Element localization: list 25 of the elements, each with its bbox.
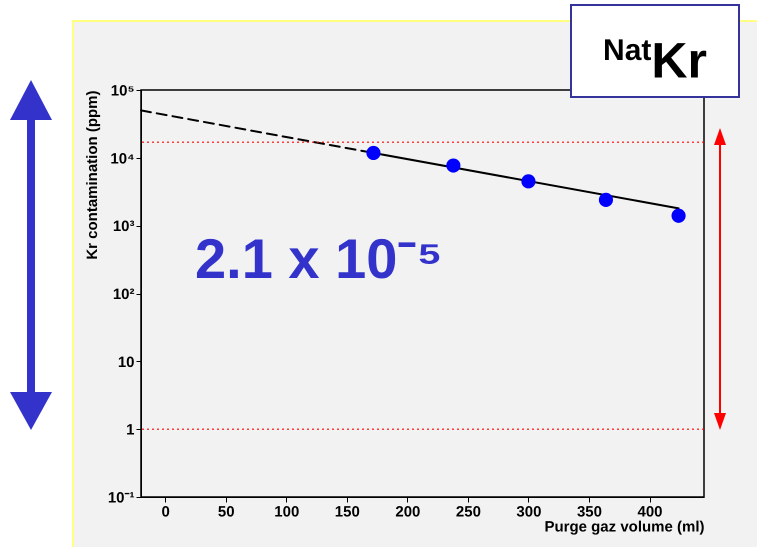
x-tick-label: 300 — [516, 504, 542, 520]
text: $^{Nat}$Kr — [570, 4, 740, 98]
x-tick-label: 150 — [334, 504, 360, 520]
y-tick-label: 1 — [126, 422, 134, 439]
x-tick-label: 400 — [638, 504, 663, 520]
point — [446, 158, 460, 173]
y-axis-title: Kr contamination (ppm) — [84, 90, 101, 260]
y-tick-label: 10⁻¹ — [108, 490, 134, 506]
y-tick-label: 10³ — [112, 218, 134, 236]
point — [598, 192, 613, 207]
annotation: 2.1 x 10⁻⁵ — [195, 226, 443, 292]
x-tick-label: 250 — [456, 504, 481, 520]
x-axis-title: Purge gaz volume (ml) — [544, 518, 704, 536]
y-tick-label: 10⁵ — [110, 82, 134, 100]
x-tick-label: 100 — [274, 504, 300, 520]
point — [521, 174, 536, 188]
y-tick-label: 10 — [118, 354, 134, 371]
y-tick-label: 10⁴ — [110, 150, 134, 168]
x-tick-label: 200 — [395, 504, 420, 520]
y-tick-label: 10² — [112, 286, 134, 303]
x-tick-label: 0 — [162, 504, 170, 520]
point — [672, 208, 686, 223]
x-tick-label: 350 — [576, 504, 602, 520]
point — [366, 146, 381, 160]
x-tick-label: 50 — [218, 504, 235, 520]
